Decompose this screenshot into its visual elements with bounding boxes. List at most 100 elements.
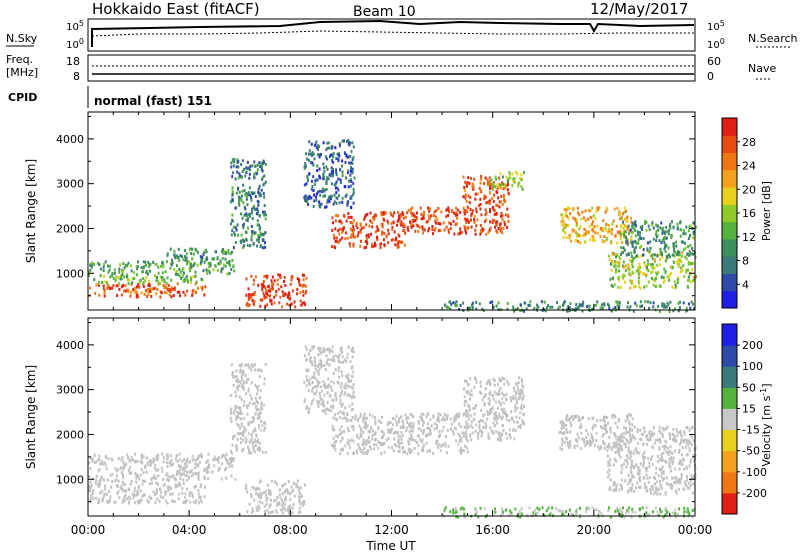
data-cell	[107, 500, 110, 504]
data-cell	[402, 216, 405, 220]
data-cell	[337, 194, 340, 198]
data-cell	[301, 301, 304, 305]
data-cell	[667, 246, 670, 250]
data-cell	[481, 307, 484, 311]
data-cell	[309, 161, 312, 165]
data-cell	[587, 208, 590, 212]
data-cell	[570, 415, 573, 418]
data-cell	[639, 265, 642, 269]
data-cell	[264, 231, 267, 235]
data-cell	[264, 213, 267, 217]
data-cell	[495, 229, 498, 233]
data-cell	[362, 226, 365, 230]
data-cell	[189, 264, 192, 268]
data-cell	[235, 191, 238, 195]
data-cell	[231, 443, 234, 447]
data-cell	[240, 212, 243, 216]
data-cell	[261, 169, 264, 173]
data-cell	[269, 298, 272, 302]
data-cell	[334, 239, 337, 243]
data-cell	[205, 249, 207, 253]
data-cell	[122, 473, 124, 477]
data-cell	[672, 456, 675, 460]
data-cell	[320, 361, 322, 365]
data-cell	[620, 513, 622, 516]
data-cell	[682, 248, 685, 252]
data-cell	[328, 394, 331, 398]
data-cell	[398, 449, 401, 453]
data-cell	[351, 407, 354, 411]
data-cell	[183, 271, 185, 275]
data-cell	[640, 254, 643, 258]
data-cell	[625, 253, 628, 257]
data-cell	[648, 249, 651, 253]
data-cell	[484, 393, 487, 396]
data-cell	[142, 266, 145, 270]
data-cell	[637, 469, 640, 473]
data-cell	[437, 412, 440, 416]
data-cell	[676, 250, 679, 254]
data-cell	[455, 510, 458, 514]
data-cell	[569, 232, 572, 236]
data-cell	[331, 350, 334, 353]
data-cell	[253, 175, 255, 179]
data-cell	[435, 221, 437, 225]
data-cell	[184, 499, 187, 503]
data-cell	[522, 394, 525, 398]
data-cell	[334, 186, 337, 190]
data-cell	[452, 511, 455, 515]
data-cell	[679, 258, 681, 262]
data-cell	[421, 227, 424, 231]
data-cell	[639, 437, 642, 441]
data-cell	[359, 415, 362, 418]
data-cell	[125, 462, 128, 466]
data-cell	[515, 307, 518, 311]
data-cell	[290, 490, 293, 494]
data-cell	[500, 227, 503, 231]
data-cell	[477, 431, 480, 435]
data-cell	[347, 345, 350, 349]
data-cell	[207, 261, 210, 265]
data-cell	[376, 238, 379, 241]
data-cell	[262, 280, 265, 283]
data-cell	[639, 270, 642, 274]
data-cell	[332, 167, 334, 171]
data-cell	[227, 249, 230, 252]
data-cell	[339, 398, 342, 402]
data-cell	[347, 169, 350, 173]
data-cell	[299, 486, 302, 490]
data-cell	[247, 287, 250, 291]
data-cell	[416, 224, 419, 228]
data-cell	[661, 478, 664, 482]
data-cell	[270, 479, 273, 483]
data-cell	[372, 429, 374, 433]
data-cell	[338, 232, 341, 236]
data-cell	[592, 439, 594, 442]
nave-tick-bottom: 0	[707, 70, 714, 83]
data-cell	[325, 354, 328, 358]
data-cell	[621, 467, 624, 471]
data-cell	[200, 452, 203, 456]
data-cell	[665, 460, 668, 464]
data-cell	[191, 293, 194, 297]
data-cell	[576, 432, 579, 436]
data-cell	[452, 508, 455, 512]
data-cell	[240, 424, 243, 428]
data-cell	[668, 255, 671, 259]
data-cell	[347, 185, 350, 189]
data-cell	[235, 394, 238, 398]
data-cell	[189, 500, 192, 504]
data-cell	[499, 416, 502, 420]
data-cell	[238, 432, 241, 436]
data-cell	[681, 251, 684, 255]
data-cell	[646, 266, 648, 270]
data-cell	[123, 489, 126, 493]
data-cell	[273, 499, 276, 503]
data-cell	[676, 262, 679, 266]
data-cell	[194, 270, 197, 274]
data-cell	[288, 505, 291, 509]
data-cell	[439, 222, 442, 226]
data-cell	[638, 468, 641, 472]
data-cell	[315, 178, 318, 182]
data-cell	[655, 239, 658, 243]
